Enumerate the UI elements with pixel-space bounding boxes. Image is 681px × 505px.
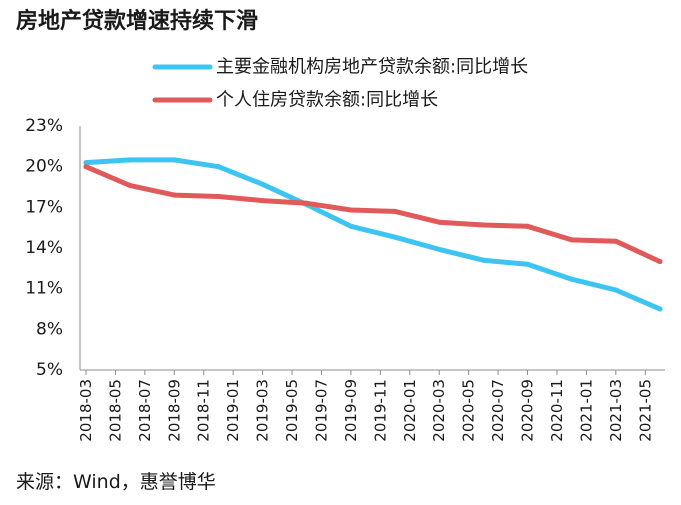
x-tick-label: 2019-09 bbox=[342, 379, 360, 442]
legend-item-0: 主要金融机构房地产贷款余额:同比增长 bbox=[152, 57, 528, 78]
legend-item-1: 个人住房贷款余额:同比增长 bbox=[152, 90, 438, 111]
x-tick-label: 2020-11 bbox=[548, 379, 566, 442]
series-line-1 bbox=[83, 164, 663, 265]
data-point bbox=[348, 223, 354, 229]
data-point bbox=[613, 287, 619, 293]
x-tick-label: 2019-05 bbox=[283, 379, 301, 442]
x-tick-label: 2021-05 bbox=[636, 379, 654, 442]
data-point bbox=[436, 219, 442, 225]
x-tick-label: 2019-01 bbox=[224, 379, 242, 442]
y-tick-labels: 23% 20% 17% 14% 11% 8% 5% bbox=[25, 116, 63, 380]
x-tick-label: 2018-07 bbox=[136, 379, 154, 442]
x-tick-label: 2020-01 bbox=[401, 379, 419, 442]
data-point bbox=[171, 157, 177, 163]
y-tick-label: 23% bbox=[25, 116, 63, 136]
x-tick-label: 2019-11 bbox=[371, 379, 389, 442]
data-point bbox=[83, 160, 89, 166]
data-point bbox=[127, 157, 133, 163]
data-point bbox=[348, 207, 354, 213]
y-tick-label: 8% bbox=[36, 319, 63, 339]
x-tick-label: 2018-05 bbox=[106, 379, 124, 442]
data-point bbox=[127, 183, 133, 189]
data-point bbox=[569, 276, 575, 282]
data-point bbox=[657, 259, 663, 265]
series-1 bbox=[83, 164, 663, 265]
x-tick-label: 2021-01 bbox=[577, 379, 595, 442]
axes bbox=[79, 126, 665, 371]
x-tick-label: 2020-05 bbox=[460, 379, 478, 442]
data-point bbox=[525, 223, 531, 229]
y-tick-label: 20% bbox=[25, 157, 63, 177]
data-point bbox=[215, 193, 221, 199]
data-point bbox=[83, 164, 89, 170]
x-tick-label: 2020-09 bbox=[519, 379, 537, 442]
legend-label: 主要金融机构房地产贷款余额:同比增长 bbox=[216, 57, 528, 78]
x-tick-label: 2019-03 bbox=[254, 379, 272, 442]
data-point bbox=[260, 181, 266, 187]
data-point bbox=[392, 234, 398, 240]
x-tick-labels: 2018-03 2018-05 2018-07 2018-09 2018-11 2019-… bbox=[77, 370, 654, 442]
data-point bbox=[525, 261, 531, 267]
data-point bbox=[480, 257, 486, 263]
data-point bbox=[260, 198, 266, 204]
x-tick-label: 2021-03 bbox=[607, 379, 625, 442]
data-point bbox=[480, 222, 486, 228]
data-point bbox=[304, 200, 310, 206]
y-tick-label: 14% bbox=[25, 238, 63, 258]
x-tick-label: 2018-03 bbox=[77, 379, 95, 442]
legend-label: 个人住房贷款余额:同比增长 bbox=[216, 90, 438, 111]
x-tick-label: 2020-03 bbox=[430, 379, 448, 442]
data-point bbox=[569, 237, 575, 243]
data-point bbox=[436, 246, 442, 252]
source-note: 来源：Wind，惠誉博华 bbox=[16, 471, 216, 493]
x-tick-label: 2020-07 bbox=[489, 379, 507, 442]
data-point bbox=[215, 164, 221, 170]
data-point bbox=[657, 306, 663, 312]
x-tick-label: 2018-11 bbox=[195, 379, 213, 442]
line-chart: 主要金融机构房地产贷款余额:同比增长 个人住房贷款余额:同比增长 23% 20% 1… bbox=[25, 57, 665, 442]
y-tick-label: 11% bbox=[25, 279, 63, 299]
legend: 主要金融机构房地产贷款余额:同比增长 个人住房贷款余额:同比增长 bbox=[152, 57, 528, 111]
x-tick-label: 2018-09 bbox=[165, 379, 183, 442]
chart-title: 房地产贷款增速持续下滑 bbox=[16, 9, 259, 34]
series-line-0 bbox=[83, 157, 663, 312]
y-tick-label: 17% bbox=[25, 197, 63, 217]
data-point bbox=[171, 192, 177, 198]
series-0 bbox=[83, 157, 663, 312]
y-tick-label: 5% bbox=[36, 360, 63, 380]
data-point bbox=[613, 238, 619, 244]
series-group bbox=[83, 157, 663, 312]
x-tick-label: 2019-07 bbox=[312, 379, 330, 442]
data-point bbox=[392, 208, 398, 214]
